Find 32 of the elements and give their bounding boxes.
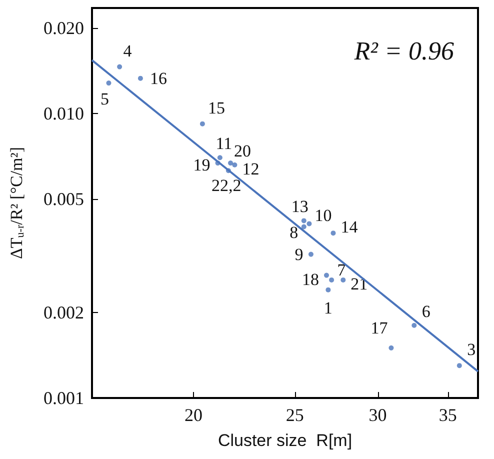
annotation: 22,2 [212,176,242,196]
annotation: 15 [208,98,225,118]
annotation: R² = 0.96 [353,36,454,66]
annotation: 14 [340,218,358,237]
annotation: 16 [150,68,167,88]
annotation: 20 [234,142,252,161]
annotation: 7 [337,260,346,280]
y-tick-label: 0.002 [44,302,84,322]
x-axis-title: Cluster size R[m] [218,431,352,450]
annotation: 10 [314,206,332,226]
annotation: 11 [216,134,232,154]
x-tick-label: 30 [368,405,387,425]
x-tick-label: 25 [286,405,304,425]
annotation: 1 [324,298,332,318]
annotation: 13 [291,197,308,216]
annotation: 17 [370,318,388,338]
annotation: 4 [123,41,132,60]
annotation: 12 [242,159,260,178]
y-tick-label: 0.005 [44,189,84,210]
annotation: 5 [100,90,109,109]
annotation: 8 [290,223,298,242]
x-tick-label: 20 [184,405,202,425]
annotation: 9 [294,244,304,264]
y-axis-title: ΔTu-r/R² [°C/m²] [7,146,26,260]
x-tick-label: 35 [438,405,457,425]
annotation: 3 [467,340,476,360]
y-tick-label: 0.020 [44,18,84,38]
annotation: 6 [422,302,430,321]
annotation: 19 [193,156,210,175]
y-tick-label: 0.001 [44,388,84,408]
annotation: 18 [302,270,319,289]
y-tick-label: 0.010 [44,104,84,124]
